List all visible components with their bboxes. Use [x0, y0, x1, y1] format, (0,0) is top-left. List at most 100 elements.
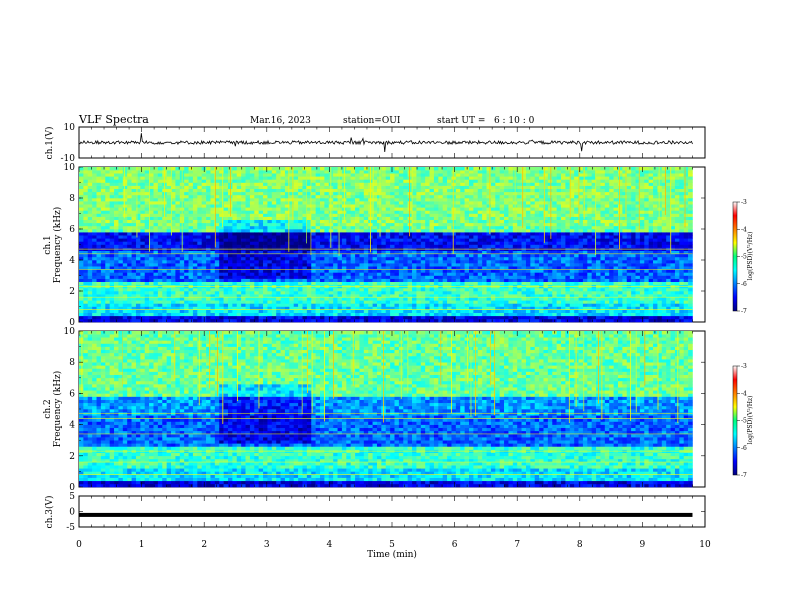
spectrogram-cell: [359, 303, 365, 307]
spectrogram-cell: [135, 232, 141, 236]
spectrogram-cell: [127, 207, 132, 211]
spectrogram-cell: [355, 222, 360, 227]
spectrogram-cell: [254, 272, 259, 276]
spectrogram-cell: [153, 275, 159, 279]
spectrogram-cell: [495, 263, 500, 267]
spectrogram-cell: [118, 194, 124, 199]
spectrogram-cell: [420, 287, 426, 292]
spectrogram-cell: [451, 210, 457, 214]
spectrogram-cell: [122, 167, 128, 171]
spectrogram-cell: [341, 250, 347, 255]
spectrogram-cell: [122, 235, 128, 239]
spectrogram-cell: [219, 167, 224, 171]
spectrogram-cell: [438, 198, 443, 202]
spectrogram-cell: [403, 256, 408, 261]
spectrogram-cell: [359, 216, 365, 220]
spectrogram-cell: [499, 222, 505, 227]
spectrogram-cell: [433, 225, 439, 230]
spectrogram-cell: [333, 294, 338, 298]
spectrogram-cell: [192, 312, 198, 317]
spectrogram-cell: [495, 225, 500, 230]
spectrogram-cell: [455, 297, 461, 301]
spectrogram-cell: [372, 179, 378, 183]
spectrogram-cell: [135, 263, 141, 267]
spectrogram-cell: [407, 269, 413, 273]
spectrogram-cell: [157, 207, 163, 211]
spectrogram-cell: [284, 204, 290, 208]
spectrogram-cell: [482, 300, 487, 304]
spectrogram-cell: [438, 263, 443, 267]
spectrogram-cell: [350, 263, 356, 267]
spectrogram-cell: [324, 281, 330, 286]
spectrogram-cell: [499, 179, 505, 183]
spectrogram-cell: [381, 188, 387, 193]
spectrogram-cell: [473, 194, 479, 199]
spectrogram-cell: [232, 263, 238, 267]
spectrogram-cell: [451, 275, 457, 279]
spectrogram-cell: [144, 170, 150, 174]
spectrogram-cell: [144, 232, 150, 236]
spectrogram-cell: [114, 272, 119, 276]
spectrogram-cell: [271, 235, 277, 239]
spectrogram-cell: [490, 222, 496, 227]
spectrogram-cell: [271, 222, 277, 227]
spectrogram-cell: [280, 272, 286, 276]
spectrogram-cell: [433, 176, 439, 180]
spectrogram-cell: [171, 194, 176, 199]
spectrogram-cell: [398, 253, 404, 258]
spectrogram-cell: [276, 204, 281, 208]
spectrogram-cell: [350, 253, 356, 258]
spectrogram-cell: [381, 278, 387, 282]
spectrogram-cell: [346, 272, 351, 276]
spectrogram-cell: [87, 182, 93, 186]
spectrogram-cell: [122, 173, 128, 177]
spectrogram-cell: [223, 204, 229, 208]
spectrogram-cell: [315, 281, 321, 286]
spectrogram-cell: [280, 241, 286, 245]
spectrogram-cell: [87, 213, 93, 217]
spectrogram-cell: [171, 173, 176, 177]
spectrogram-cell: [442, 306, 448, 310]
spectrogram-cell: [416, 256, 422, 261]
spectrogram-cell: [263, 225, 268, 230]
spectrogram-cell: [241, 291, 246, 295]
spectrogram-cell: [416, 263, 422, 267]
spectrogram-cell: [324, 176, 330, 180]
spectrogram-cell: [118, 213, 124, 217]
spectrogram-cell: [87, 269, 93, 273]
spectrogram-cell: [306, 238, 312, 242]
spectrogram-cell: [460, 207, 465, 211]
spectrogram-cell: [398, 194, 404, 199]
spectrogram-cell: [433, 213, 439, 217]
spectrogram-cell: [385, 210, 391, 214]
spectrogram-cell: [398, 210, 404, 214]
spectrogram-cell: [83, 229, 89, 233]
spectrogram-cell: [127, 167, 132, 171]
spectrogram-cell: [442, 207, 448, 211]
spectrogram-cell: [232, 198, 238, 202]
spectrogram-cell: [420, 315, 426, 320]
spectrogram-cell: [96, 303, 102, 307]
spectrogram-cell: [394, 213, 400, 217]
spectrogram-cell: [394, 232, 400, 236]
spectrogram-cell: [508, 275, 514, 279]
spectrogram-cell: [144, 176, 150, 180]
spectrogram-cell: [363, 253, 369, 258]
spectrogram-cell: [455, 291, 461, 295]
spectrogram-cell: [280, 300, 286, 304]
spectrogram-cell: [241, 297, 246, 301]
spectrogram-cell: [175, 306, 181, 310]
spectrogram-cell: [188, 191, 194, 196]
spectrogram-cell: [175, 244, 181, 248]
spectrogram-cell: [263, 253, 268, 258]
spectrogram-cell: [206, 312, 211, 317]
spectrogram-cell: [355, 191, 360, 196]
spectrogram-cell: [114, 256, 119, 261]
spectrogram-cell: [333, 287, 338, 292]
spectrogram-cell: [403, 294, 408, 298]
spectrogram-cell: [214, 182, 220, 186]
spectrogram-cell: [144, 222, 150, 227]
spectrogram-cell: [184, 250, 189, 255]
spectrogram-cell: [254, 225, 259, 230]
spectrogram-cell: [210, 272, 216, 276]
